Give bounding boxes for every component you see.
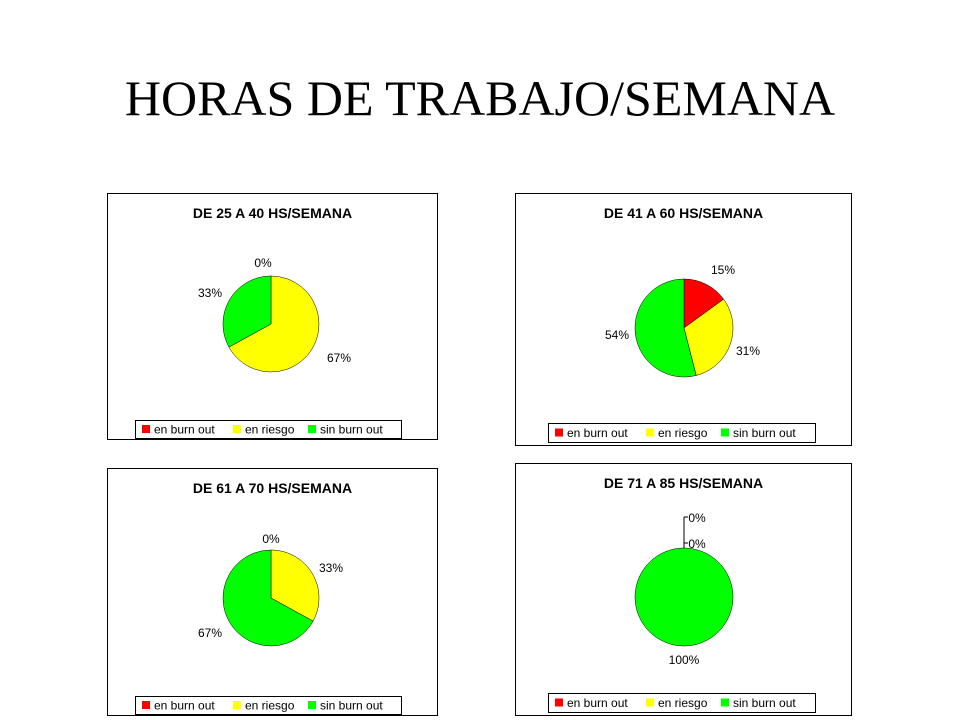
data-label: 33% [198,286,222,300]
data-label: 54% [605,328,629,342]
legend-swatch [646,698,654,707]
legend-label: en burn out [567,426,628,440]
legend-swatch [233,701,241,709]
legend-label: en burn out [154,423,215,437]
legend-label: sin burn out [733,426,796,440]
legend-label: en burn out [567,696,628,710]
legend-swatch [721,428,729,437]
legend-label: sin burn out [320,699,383,713]
legend-label: sin burn out [320,423,383,437]
pie-slice-en-riesgo [228,275,320,373]
data-label: 15% [711,263,735,277]
legend-swatch [142,425,150,433]
data-label: 0% [688,511,706,525]
chart-title: DE 61 A 70 HS/SEMANA [193,480,352,496]
legend-box [135,696,402,715]
legend-box [548,423,816,443]
legend-swatch [308,701,316,709]
data-label: 100% [669,653,700,667]
pie-chart-25-40: DE 25 A 40 HS/SEMANA 0% 67% 33% en burn out e… [107,193,438,440]
data-label: 67% [327,351,351,365]
slide-title: HORAS DE TRABAJO/SEMANA [124,70,836,126]
legend-swatch [555,428,563,437]
data-label: 0% [688,537,706,551]
chart-title: DE 25 A 40 HS/SEMANA [193,205,352,221]
data-label: 33% [319,561,343,575]
data-label: 0% [254,256,272,270]
pie-chart-41-60: DE 41 A 60 HS/SEMANA 15% 31% 54% en burn out… [515,193,852,446]
data-label: 0% [262,532,280,546]
legend-label: en riesgo [245,423,295,437]
legend-label: sin burn out [733,696,796,710]
legend-box [548,693,816,713]
legend-label: en riesgo [658,696,708,710]
legend-swatch [646,428,654,437]
pie-slice-sin-burn-out [634,278,697,378]
legend-label: en riesgo [245,699,295,713]
chart-title: DE 41 A 60 HS/SEMANA [604,205,763,221]
legend-label: en riesgo [658,426,708,440]
data-label: 31% [736,344,760,358]
legend-swatch [142,701,150,709]
pie-chart-61-70: DE 61 A 70 HS/SEMANA 0% 33% 67% en burn out e… [107,468,438,716]
legend-swatch [721,698,729,707]
pie-slice-en-riesgo [270,549,320,622]
pie-slice-sin-burn-out [634,547,734,647]
legend-label: en burn out [154,699,215,713]
chart-title: DE 71 A 85 HS/SEMANA [604,475,763,491]
data-label: 67% [198,626,222,640]
pie-slice-en-riesgo [683,298,734,376]
pie-slice-sin-burn-out [222,275,272,348]
legend-swatch [233,425,241,433]
legend-swatch [308,425,316,433]
legend-swatch [555,698,563,707]
pie-slice-sin-burn-out [222,549,314,647]
pie-chart-71-85: DE 71 A 85 HS/SEMANA 0% 0% 100% en burn out e… [515,463,852,716]
legend-box [135,420,402,439]
